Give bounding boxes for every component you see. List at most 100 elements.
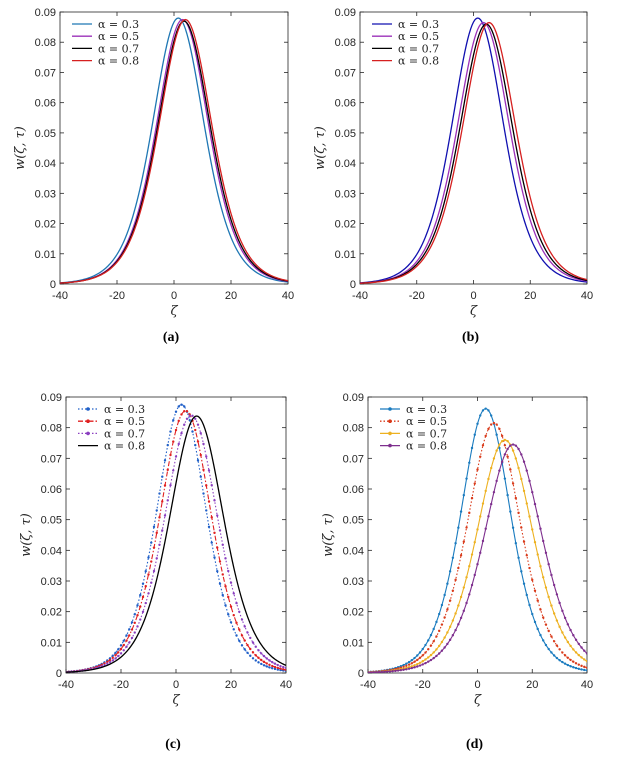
data-point — [533, 541, 537, 544]
y-tick-label: 0.02 — [335, 219, 356, 231]
data-point — [448, 599, 452, 602]
y-tick-label: 0 — [56, 668, 62, 680]
data-point — [268, 659, 271, 662]
data-point — [158, 543, 161, 546]
data-point — [224, 604, 227, 607]
data-point — [539, 633, 542, 637]
data-point — [147, 592, 150, 595]
data-point — [432, 656, 435, 660]
x-tick-label: -40 — [58, 679, 74, 691]
data-point — [427, 660, 430, 663]
data-point — [500, 434, 504, 438]
data-point — [273, 665, 277, 669]
data-point — [108, 658, 112, 662]
y-axis-label: w(ζ, τ) — [313, 126, 328, 170]
data-point — [432, 640, 435, 643]
y-tick-label: 0.03 — [335, 188, 356, 200]
y-tick-label: 0.09 — [35, 7, 56, 19]
legend-label: α = 0.7 — [398, 42, 439, 55]
series-line — [60, 17, 288, 284]
data-point — [232, 614, 235, 617]
data-point — [536, 627, 539, 631]
data-point — [183, 410, 186, 413]
data-point — [506, 455, 509, 458]
data-point — [435, 648, 438, 651]
y-axis-label: w(ζ, τ) — [19, 513, 34, 557]
data-point — [446, 642, 449, 646]
data-point — [566, 656, 570, 659]
data-point — [205, 455, 208, 458]
data-point — [202, 492, 205, 495]
legend-label: α = 0.8 — [406, 440, 447, 453]
data-point — [268, 663, 271, 667]
data-point — [260, 662, 263, 666]
data-point — [533, 620, 537, 624]
x-tick-label: -20 — [415, 679, 431, 691]
data-point — [509, 510, 512, 513]
data-point — [117, 648, 120, 651]
data-point — [569, 658, 572, 662]
data-point — [260, 652, 263, 655]
x-tick-label: 20 — [524, 290, 536, 302]
data-point — [503, 477, 507, 480]
data-point — [506, 493, 509, 497]
data-point — [555, 656, 559, 660]
data-point — [473, 482, 476, 485]
data-point — [552, 654, 556, 657]
data-point — [265, 657, 268, 660]
data-point — [210, 541, 213, 544]
panel-d: -40 -20 0 20 40 0 0.01 0.02 0.03 0.04 0.05 0.06 0.07… — [321, 392, 593, 752]
data-point — [528, 515, 531, 518]
y-tick-label: 0.03 — [35, 188, 56, 200]
data-point — [372, 671, 375, 673]
data-point — [224, 585, 227, 588]
data-point — [282, 668, 285, 671]
data-point — [108, 657, 112, 660]
data-point — [539, 608, 542, 611]
data-point — [119, 647, 123, 651]
data-point — [413, 656, 416, 660]
data-point — [125, 645, 128, 648]
data-point — [583, 658, 586, 661]
series-2 — [360, 21, 587, 284]
data-point — [520, 526, 523, 529]
data-point — [487, 477, 490, 481]
data-point — [413, 664, 416, 667]
data-point — [240, 644, 244, 647]
data-point — [489, 502, 493, 506]
data-point — [522, 582, 526, 585]
data-point — [473, 433, 476, 436]
legend: α = 0.3α = 0.5α = 0.7α = 0.8 — [372, 18, 439, 68]
data-point — [473, 541, 476, 544]
data-point — [125, 634, 128, 637]
data-point — [429, 658, 433, 662]
data-point — [457, 566, 460, 570]
data-point — [432, 627, 435, 631]
data-point — [498, 427, 501, 431]
data-point — [405, 668, 408, 671]
data-point — [194, 443, 197, 447]
data-point — [514, 457, 518, 460]
data-point — [108, 661, 112, 664]
data-point — [268, 666, 271, 669]
series-3 — [360, 23, 587, 284]
data-point — [539, 527, 542, 530]
data-point — [221, 573, 224, 576]
series-4 — [360, 21, 587, 284]
y-axis-label: w(ζ, τ) — [321, 513, 336, 557]
data-point — [517, 447, 520, 451]
data-point — [119, 644, 123, 647]
plot-area — [65, 396, 287, 674]
legend-label: α = 0.5 — [398, 30, 439, 43]
series-line — [66, 410, 286, 673]
data-point — [240, 634, 244, 637]
data-point — [487, 409, 490, 412]
data-point — [572, 634, 575, 637]
data-point — [380, 670, 383, 673]
data-point — [218, 560, 222, 563]
y-tick-label: 0.03 — [343, 576, 364, 588]
data-point — [448, 638, 452, 642]
data-point — [552, 640, 556, 643]
data-point — [191, 414, 194, 417]
